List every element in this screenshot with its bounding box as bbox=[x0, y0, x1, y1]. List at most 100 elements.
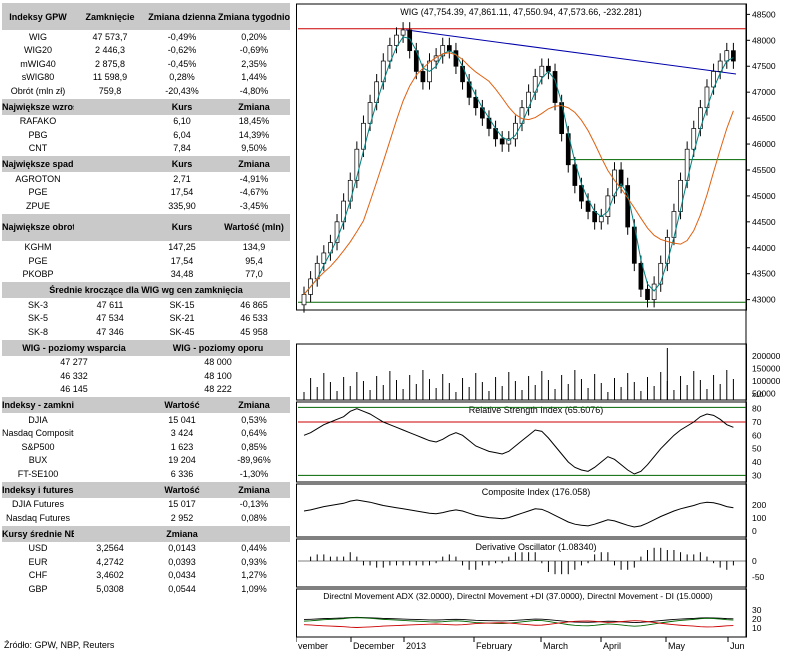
table-cell: 0,64% bbox=[241, 428, 267, 439]
table-cell: -89,96% bbox=[237, 455, 271, 466]
table-cell: 3 424 bbox=[170, 428, 194, 439]
market-tables: Indeksy GPW Zamknięcie Zmiana dzienna Zmian… bbox=[2, 2, 290, 596]
table-row: 46 332 48 100 bbox=[2, 369, 290, 383]
x-tick-label: March bbox=[543, 641, 568, 651]
table-row: BUX 19 204 -89,96% bbox=[2, 454, 290, 468]
y-tick-label: 47000 bbox=[752, 87, 776, 97]
candle-body bbox=[572, 164, 578, 186]
table-cell: 0,0544 bbox=[168, 583, 196, 594]
table-cell: 18,45% bbox=[238, 116, 270, 127]
candle-body bbox=[354, 148, 360, 181]
table-cell: 759,8 bbox=[98, 85, 122, 96]
y-tick-label: 100 bbox=[752, 513, 766, 523]
candle-body bbox=[638, 262, 644, 290]
table-cell: 0,20% bbox=[241, 31, 267, 42]
chart-title: WIG (47,754.39, 47,861.11, 47,550.94, 47… bbox=[400, 7, 642, 17]
table-row: WIG20 2 446,3 -0,62% -0,69% bbox=[2, 44, 290, 58]
table-cell: 1,44% bbox=[241, 72, 267, 83]
table-cell: CHF bbox=[28, 570, 48, 581]
header-cell: WIG - poziomy wsparcia bbox=[22, 342, 126, 353]
chart-svg: WIG (47,754.39, 47,861.11, 47,550.94, 47… bbox=[295, 3, 781, 651]
table-cell: 14,39% bbox=[238, 129, 270, 140]
table-cell: 0,85% bbox=[241, 441, 267, 452]
table-row: PGE 17,54 95,4 bbox=[2, 254, 290, 268]
table-header: Największe wzrosty Kurs Zmiana bbox=[2, 97, 290, 115]
table-row: DJIA Futures 15 017 -0,13% bbox=[2, 498, 290, 512]
x-tick-label: vember bbox=[298, 641, 328, 651]
x-tick-label: Jun bbox=[730, 641, 745, 651]
y-tick-label: 100000 bbox=[752, 376, 781, 386]
table-cell: 0,53% bbox=[241, 414, 267, 425]
table-cell: 11 598,9 bbox=[92, 72, 128, 83]
table-cell: 4,2742 bbox=[96, 556, 124, 567]
header-cell: Wartość bbox=[164, 400, 200, 410]
y-tick-label: 45500 bbox=[752, 165, 776, 175]
table-row: USD 3,2564 0,0143 0,44% bbox=[2, 542, 290, 556]
table-row: GBP 5,0308 0,0544 1,09% bbox=[2, 582, 290, 596]
table-cell: 335,90 bbox=[168, 200, 196, 211]
header-cell: Zmiana bbox=[238, 400, 270, 410]
oscillator-title: Derivative Oscillator (1.08340) bbox=[475, 542, 596, 552]
candle-body bbox=[420, 71, 426, 83]
table-cell: 46 332 bbox=[60, 370, 88, 381]
candle-body bbox=[546, 65, 551, 72]
candle-body bbox=[321, 252, 327, 264]
table-cell: DJIA bbox=[28, 414, 48, 425]
y-tick-label: 0 bbox=[752, 526, 757, 536]
table-cell: Nasdaq Composite bbox=[2, 428, 74, 439]
table-cell: 7,84 bbox=[173, 143, 191, 154]
table-row: KGHM 147,25 134,9 bbox=[2, 241, 290, 255]
table-cell: KGHM bbox=[24, 242, 52, 253]
table-cell: 46 533 bbox=[240, 313, 268, 324]
y-tick-label: 50 bbox=[752, 444, 762, 454]
table-cell: -0,69% bbox=[239, 45, 269, 56]
table-cell: 17,54 bbox=[170, 187, 194, 198]
table-cell: 3,4602 bbox=[96, 570, 124, 581]
table-cell: PKOBP bbox=[22, 269, 54, 280]
candle-body bbox=[552, 71, 558, 103]
table-cell: 46 145 bbox=[60, 384, 88, 395]
table-cell: 9,50% bbox=[241, 143, 267, 154]
table-cell: EUR bbox=[28, 556, 48, 567]
candle-body bbox=[731, 50, 736, 62]
table-row: CHF 3,4602 0,0434 1,27% bbox=[2, 569, 290, 583]
header-cell: Zamknięcie bbox=[85, 11, 135, 22]
header-cell: Kursy średnie NBP bbox=[2, 528, 74, 539]
table-cell: WIG20 bbox=[23, 45, 52, 56]
table-cell: SK-21 bbox=[169, 313, 195, 324]
header-cell: Zmiana tygodniowa bbox=[218, 11, 290, 22]
table-header: WIG - poziomy wsparcia WIG - poziomy opor… bbox=[2, 338, 290, 356]
table-cell: -4,91% bbox=[239, 173, 269, 184]
header-cell: Zmiana bbox=[238, 484, 270, 495]
table-cell: -4,80% bbox=[239, 85, 269, 96]
x-tick-label: December bbox=[353, 641, 395, 651]
table-cell: 48 222 bbox=[204, 384, 232, 395]
table-cell: 2,35% bbox=[241, 58, 267, 69]
table-row: PBG 6,04 14,39% bbox=[2, 128, 290, 142]
table-row: FT-SE100 6 336 -1,30% bbox=[2, 467, 290, 481]
table-cell: SK-45 bbox=[169, 326, 195, 337]
table-cell: -4,67% bbox=[239, 187, 269, 198]
table-cell: 0,93% bbox=[241, 556, 267, 567]
table-cell: 17,54 bbox=[170, 255, 194, 266]
table-cell: FT-SE100 bbox=[17, 468, 59, 479]
table-cell: 2 875,8 bbox=[94, 58, 126, 69]
candle-body bbox=[407, 29, 413, 52]
table-row: SK-5 47 534 SK-21 46 533 bbox=[2, 312, 290, 326]
table-cell: 47 611 bbox=[96, 299, 124, 310]
table-row: sWIG80 11 598,9 0,28% 1,44% bbox=[2, 71, 290, 85]
table-row: 47 277 48 000 bbox=[2, 356, 290, 370]
table-cell: 6,04 bbox=[173, 129, 191, 140]
table-cell: 15 017 bbox=[168, 499, 196, 510]
moving-average-line bbox=[303, 36, 734, 295]
y-tick-label: 46500 bbox=[752, 113, 776, 123]
table-cell: Nasdaq Futures bbox=[5, 512, 71, 523]
header-cell: Zmiana dzienna bbox=[148, 11, 216, 22]
table-row: CNT 7,84 9,50% bbox=[2, 142, 290, 156]
table-cell: 48 100 bbox=[204, 370, 232, 381]
table-row: DJIA 15 041 0,53% bbox=[2, 413, 290, 427]
header-cell: WIG - poziomy oporu bbox=[172, 342, 264, 353]
table-cell: 45 958 bbox=[240, 326, 268, 337]
candle-body bbox=[499, 138, 505, 145]
y-tick-label: 43000 bbox=[752, 295, 776, 305]
